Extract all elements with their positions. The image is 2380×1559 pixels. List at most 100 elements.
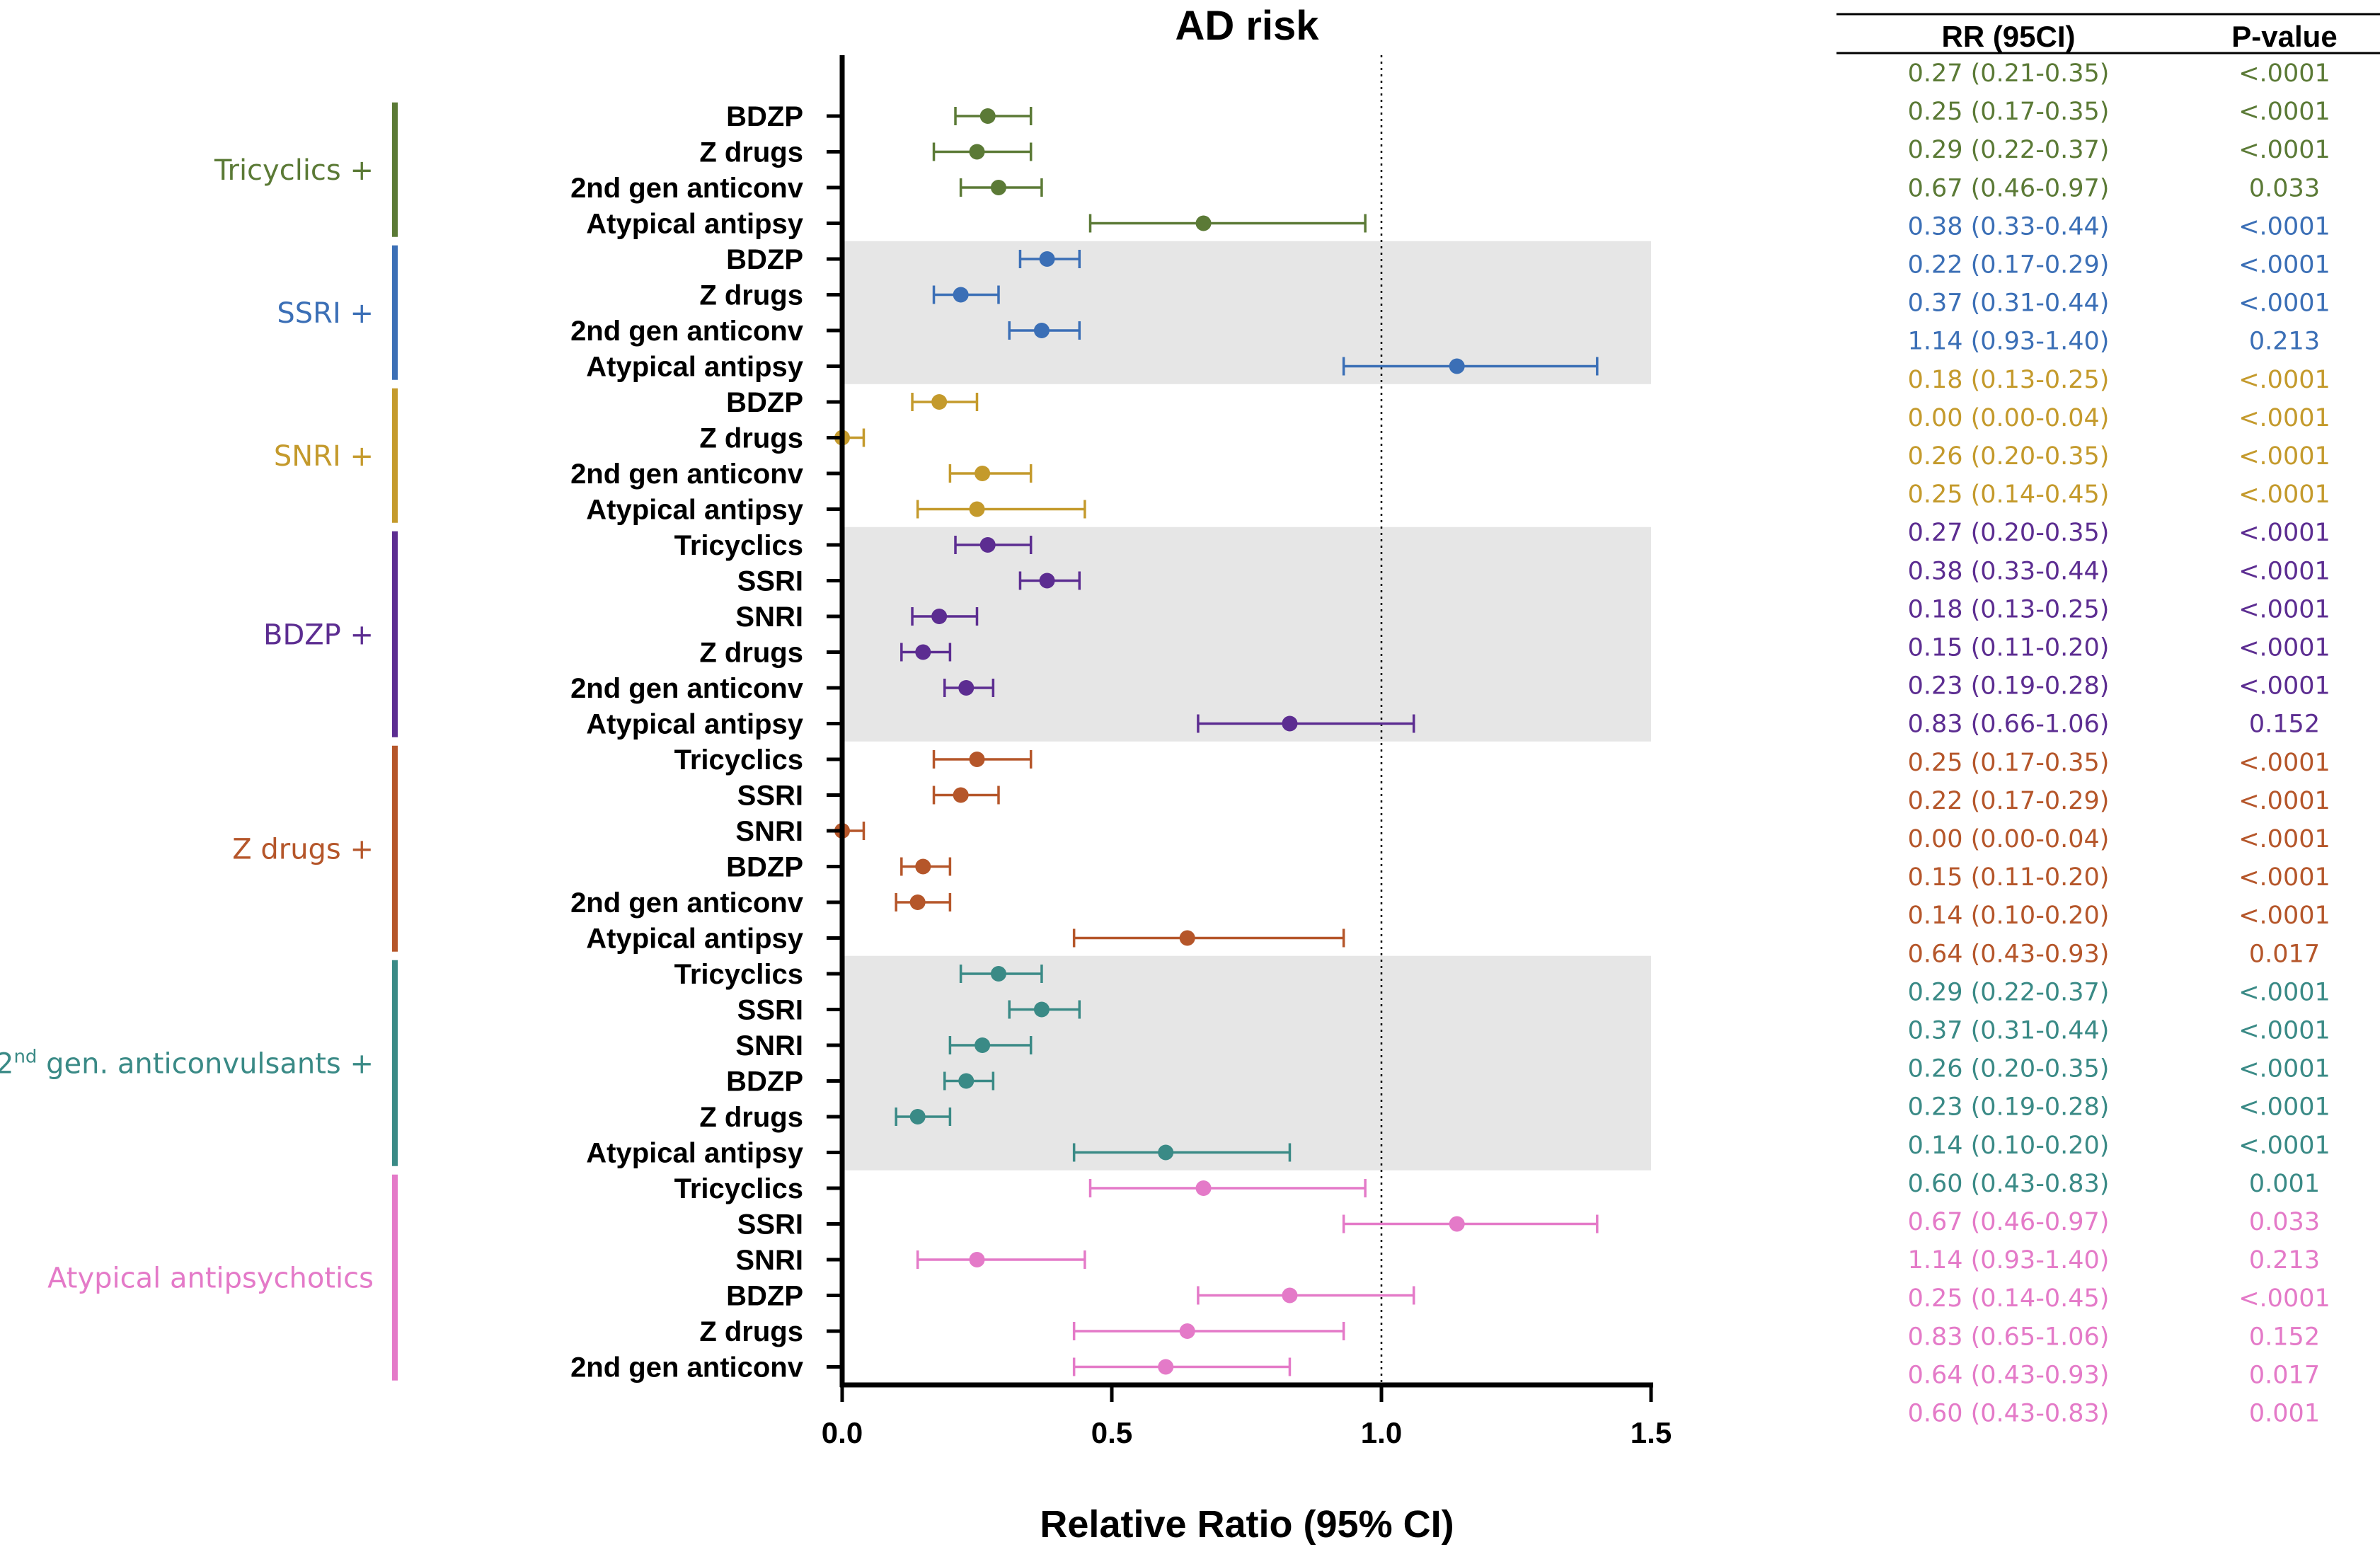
table-header-rr: RR (95CI)	[1941, 20, 2075, 53]
table-p-cell: 0.033	[2249, 174, 2320, 202]
table-rr-cell: 0.83 (0.65-1.06)	[1908, 1323, 2110, 1351]
row-label: Atypical antipsy	[586, 352, 804, 383]
table-p-cell: <.0001	[2238, 749, 2330, 777]
group-bracket-bar	[392, 102, 398, 237]
row-label: SNRI	[735, 602, 803, 633]
rr-point	[1033, 1001, 1050, 1018]
row-label: Z drugs	[699, 1316, 803, 1347]
group-shade-band	[842, 527, 1651, 742]
table-p-cell: <.0001	[2238, 863, 2330, 892]
row-label: 2nd gen anticonv	[570, 1352, 804, 1383]
group-label: Tricyclics +	[214, 154, 374, 187]
table-rr-cell: 0.00 (0.00-0.04)	[1908, 825, 2110, 853]
rr-point	[969, 1252, 985, 1267]
table-rr-cell: 0.25 (0.14-0.45)	[1908, 1284, 2110, 1313]
row-label: SSRI	[737, 781, 803, 812]
table-p-cell: <.0001	[2238, 442, 2330, 471]
row-label: Z drugs	[699, 423, 803, 454]
rr-point	[979, 108, 996, 124]
table-p-cell: <.0001	[2238, 1017, 2330, 1045]
table-p-cell: <.0001	[2238, 595, 2330, 623]
row-label: BDZP	[726, 101, 803, 132]
table-rr-cell: 0.15 (0.11-0.20)	[1908, 863, 2110, 892]
table-rr-cell: 0.18 (0.13-0.25)	[1908, 595, 2110, 623]
rr-point	[969, 144, 985, 160]
rr-point	[990, 180, 1006, 195]
rr-point	[1195, 215, 1212, 231]
row-label: Z drugs	[699, 137, 803, 168]
rr-point	[975, 466, 991, 481]
x-tick-label: 0.5	[1091, 1416, 1132, 1449]
row-label: Atypical antipsy	[586, 209, 804, 240]
row-label: BDZP	[726, 1281, 803, 1312]
group-shade-band	[842, 955, 1651, 1170]
table-p-cell: <.0001	[2238, 481, 2330, 509]
table-p-cell: <.0001	[2238, 212, 2330, 241]
ci-marks-layer	[834, 107, 1599, 1376]
table-rr-cell: 0.23 (0.19-0.28)	[1908, 672, 2110, 701]
rr-point	[915, 644, 931, 660]
table-p-cell: <.0001	[2238, 289, 2330, 318]
table-rr-cell: 0.60 (0.43-0.83)	[1908, 1400, 2110, 1428]
table-rr-cell: 0.23 (0.19-0.28)	[1908, 1093, 2110, 1122]
table-rr-cell: 0.67 (0.46-0.97)	[1908, 1208, 2110, 1236]
table-rr-cell: 0.00 (0.00-0.04)	[1908, 404, 2110, 432]
rr-point	[909, 894, 926, 910]
table-p-cell: <.0001	[2238, 59, 2330, 88]
x-tick-label: 1.5	[1631, 1416, 1672, 1449]
table-rr-cell: 0.83 (0.66-1.06)	[1908, 711, 2110, 739]
table-p-cell: <.0001	[2238, 1093, 2330, 1122]
rr-table-layer: RR (95CI) P-value 0.27 (0.21-0.35) <.0001 0.…	[1836, 13, 2380, 1428]
table-p-cell: 0.017	[2249, 1361, 2320, 1389]
row-label: BDZP	[726, 852, 803, 883]
rr-point	[1158, 1359, 1174, 1375]
group-bracket-bar	[392, 960, 398, 1166]
group-shade-band	[842, 241, 1651, 384]
row-label: 2nd gen anticonv	[570, 173, 804, 204]
table-rr-cell: 0.37 (0.31-0.44)	[1908, 1017, 2110, 1045]
rr-point	[931, 394, 948, 410]
table-rr-cell: 0.67 (0.46-0.97)	[1908, 174, 2110, 202]
group-label: SSRI +	[277, 297, 374, 330]
group-label: BDZP +	[263, 619, 374, 651]
rr-point	[1195, 1180, 1212, 1196]
group-label: Atypical antipsychotics	[47, 1262, 374, 1294]
group-label: SNRI +	[274, 440, 374, 473]
table-rr-cell: 0.60 (0.43-0.83)	[1908, 1170, 2110, 1198]
table-rr-cell: 0.25 (0.14-0.45)	[1908, 481, 2110, 509]
table-rr-cell: 1.14 (0.93-1.40)	[1908, 328, 2110, 356]
row-label: SSRI	[737, 566, 803, 597]
table-p-cell: <.0001	[2238, 825, 2330, 853]
table-rr-cell: 0.38 (0.33-0.44)	[1908, 557, 2110, 585]
group-shading-layer	[842, 241, 1651, 1170]
table-rr-cell: 0.25 (0.17-0.35)	[1908, 749, 2110, 777]
rr-point	[990, 966, 1006, 982]
group-bracket-bar	[392, 745, 398, 952]
row-label: Tricyclics	[674, 744, 803, 776]
table-rr-cell: 0.64 (0.43-0.93)	[1908, 1361, 2110, 1389]
row-label: 2nd gen anticonv	[570, 887, 804, 919]
rr-point	[931, 609, 948, 624]
table-rr-cell: 0.64 (0.43-0.93)	[1908, 940, 2110, 968]
table-rr-cell: 0.27 (0.21-0.35)	[1908, 59, 2110, 88]
row-label: SNRI	[735, 1245, 803, 1276]
rr-point	[1033, 323, 1050, 338]
x-tick-label: 0.0	[822, 1416, 863, 1449]
group-bracket-bar	[392, 531, 398, 737]
table-p-cell: 0.213	[2249, 1246, 2320, 1275]
row-labels-layer: BDZP Z drugs 2nd gen anticonv Atypical anti…	[570, 101, 804, 1383]
table-rr-cell: 1.14 (0.93-1.40)	[1908, 1246, 2110, 1275]
rr-point	[969, 501, 985, 517]
row-label: Atypical antipsy	[586, 1138, 804, 1169]
table-rr-cell: 0.14 (0.10-0.20)	[1908, 1132, 2110, 1160]
table-p-cell: <.0001	[2238, 1132, 2330, 1160]
rr-point	[969, 752, 985, 767]
row-label: BDZP	[726, 387, 803, 418]
table-p-cell: <.0001	[2238, 98, 2330, 126]
table-rr-cell: 0.27 (0.20-0.35)	[1908, 519, 2110, 547]
row-label: Z drugs	[699, 638, 803, 669]
table-p-cell: 0.001	[2249, 1170, 2320, 1198]
row-label: SSRI	[737, 995, 803, 1026]
group-label: 2nd gen. anticonvulsants +	[0, 1046, 374, 1080]
rr-point	[1449, 1216, 1465, 1232]
